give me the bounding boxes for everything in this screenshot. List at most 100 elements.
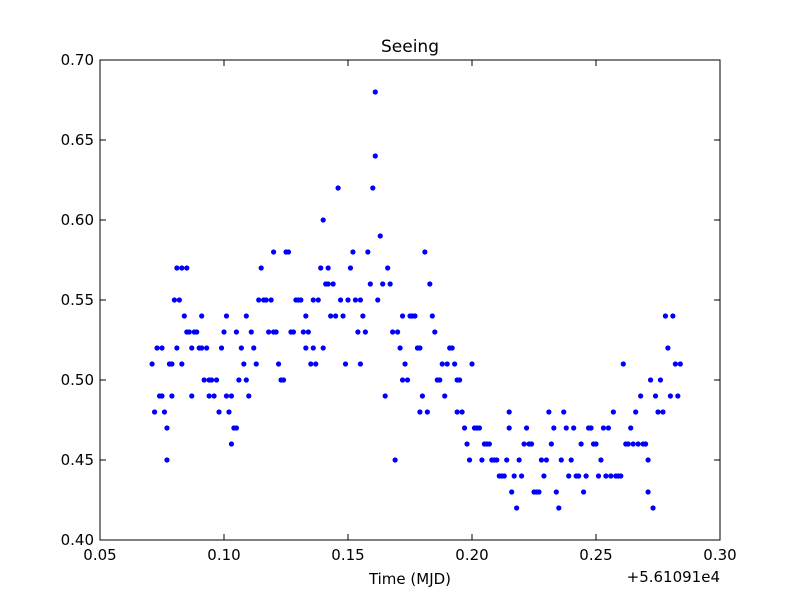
data-point: [357, 297, 363, 303]
data-point: [528, 441, 535, 447]
data-point: [662, 313, 669, 319]
data-point: [501, 473, 507, 479]
data-point: [320, 217, 326, 223]
x-offset-label: +5.61091e4: [627, 568, 720, 586]
data-point: [305, 329, 311, 335]
data-point: [647, 377, 654, 383]
data-point: [419, 393, 425, 399]
data-point: [248, 329, 254, 335]
y-tick-label: 0.60: [61, 211, 94, 229]
data-point: [650, 505, 656, 511]
data-point: [213, 377, 220, 383]
data-point: [342, 361, 349, 367]
data-point: [476, 425, 483, 431]
data-point: [556, 505, 562, 511]
data-point: [521, 441, 527, 447]
data-point: [504, 457, 510, 463]
data-point: [189, 393, 195, 399]
data-point: [466, 457, 473, 463]
data-point: [605, 425, 612, 431]
data-point: [362, 329, 368, 335]
data-point: [285, 249, 292, 255]
data-point: [553, 489, 559, 495]
data-point: [628, 425, 634, 431]
data-point: [350, 249, 356, 255]
data-point: [380, 281, 386, 287]
data-point: [199, 345, 205, 351]
data-point: [509, 489, 515, 495]
data-point: [320, 345, 326, 351]
data-point: [382, 393, 388, 399]
data-point: [630, 441, 636, 447]
data-point: [300, 329, 306, 335]
y-tick-label: 0.40: [61, 531, 94, 549]
data-point: [449, 345, 455, 351]
data-point: [643, 441, 649, 447]
data-point: [457, 377, 463, 383]
data-point: [184, 265, 190, 271]
data-point: [308, 361, 314, 367]
data-point: [494, 457, 500, 463]
data-point: [442, 393, 448, 399]
data-point: [256, 297, 262, 303]
data-point: [206, 393, 212, 399]
data-point: [635, 441, 641, 447]
data-point: [174, 265, 180, 271]
data-point: [516, 457, 522, 463]
data-point: [645, 489, 651, 495]
data-point: [228, 393, 235, 399]
data-point: [652, 393, 659, 399]
data-point: [328, 313, 334, 319]
data-point: [454, 409, 460, 415]
data-point: [541, 473, 547, 479]
data-point: [568, 457, 574, 463]
data-point: [600, 425, 607, 431]
data-point: [280, 377, 287, 383]
data-point: [318, 265, 324, 271]
data-point: [675, 393, 681, 399]
data-point: [355, 329, 361, 335]
data-point: [352, 297, 359, 303]
data-point: [506, 409, 512, 415]
y-tick-label: 0.45: [61, 451, 94, 469]
data-point: [620, 361, 626, 367]
data-point: [266, 329, 272, 335]
x-tick-label: 0.05: [83, 546, 116, 564]
data-point: [243, 313, 249, 319]
data-point: [251, 345, 257, 351]
data-point: [543, 457, 550, 463]
data-point: [303, 345, 309, 351]
data-point: [387, 281, 393, 287]
data-point: [189, 345, 195, 351]
data-point: [159, 393, 165, 399]
x-axis-ticks: 0.05 0.10 0.15 0.20 0.25 0.30: [83, 60, 737, 564]
data-point: [258, 265, 264, 271]
data-point: [238, 345, 244, 351]
data-point: [670, 313, 676, 319]
data-point: [422, 249, 428, 255]
data-point: [298, 297, 304, 303]
x-tick-label: 0.10: [207, 546, 240, 564]
data-point: [223, 313, 230, 319]
data-point: [429, 313, 435, 319]
data-point: [660, 409, 666, 415]
scatter-points: [149, 89, 683, 511]
data-point: [174, 345, 180, 351]
data-point: [194, 329, 200, 335]
data-point: [335, 185, 341, 191]
data-point: [263, 297, 269, 303]
data-point: [397, 345, 403, 351]
data-point: [412, 313, 418, 319]
data-point: [233, 425, 239, 431]
y-tick-label: 0.50: [61, 371, 94, 389]
x-tick-label: 0.20: [455, 546, 488, 564]
data-point: [638, 393, 644, 399]
data-point: [337, 297, 344, 303]
data-point: [236, 377, 242, 383]
data-point: [657, 377, 664, 383]
data-point: [243, 377, 249, 383]
data-point: [538, 457, 545, 463]
data-point: [402, 361, 408, 367]
